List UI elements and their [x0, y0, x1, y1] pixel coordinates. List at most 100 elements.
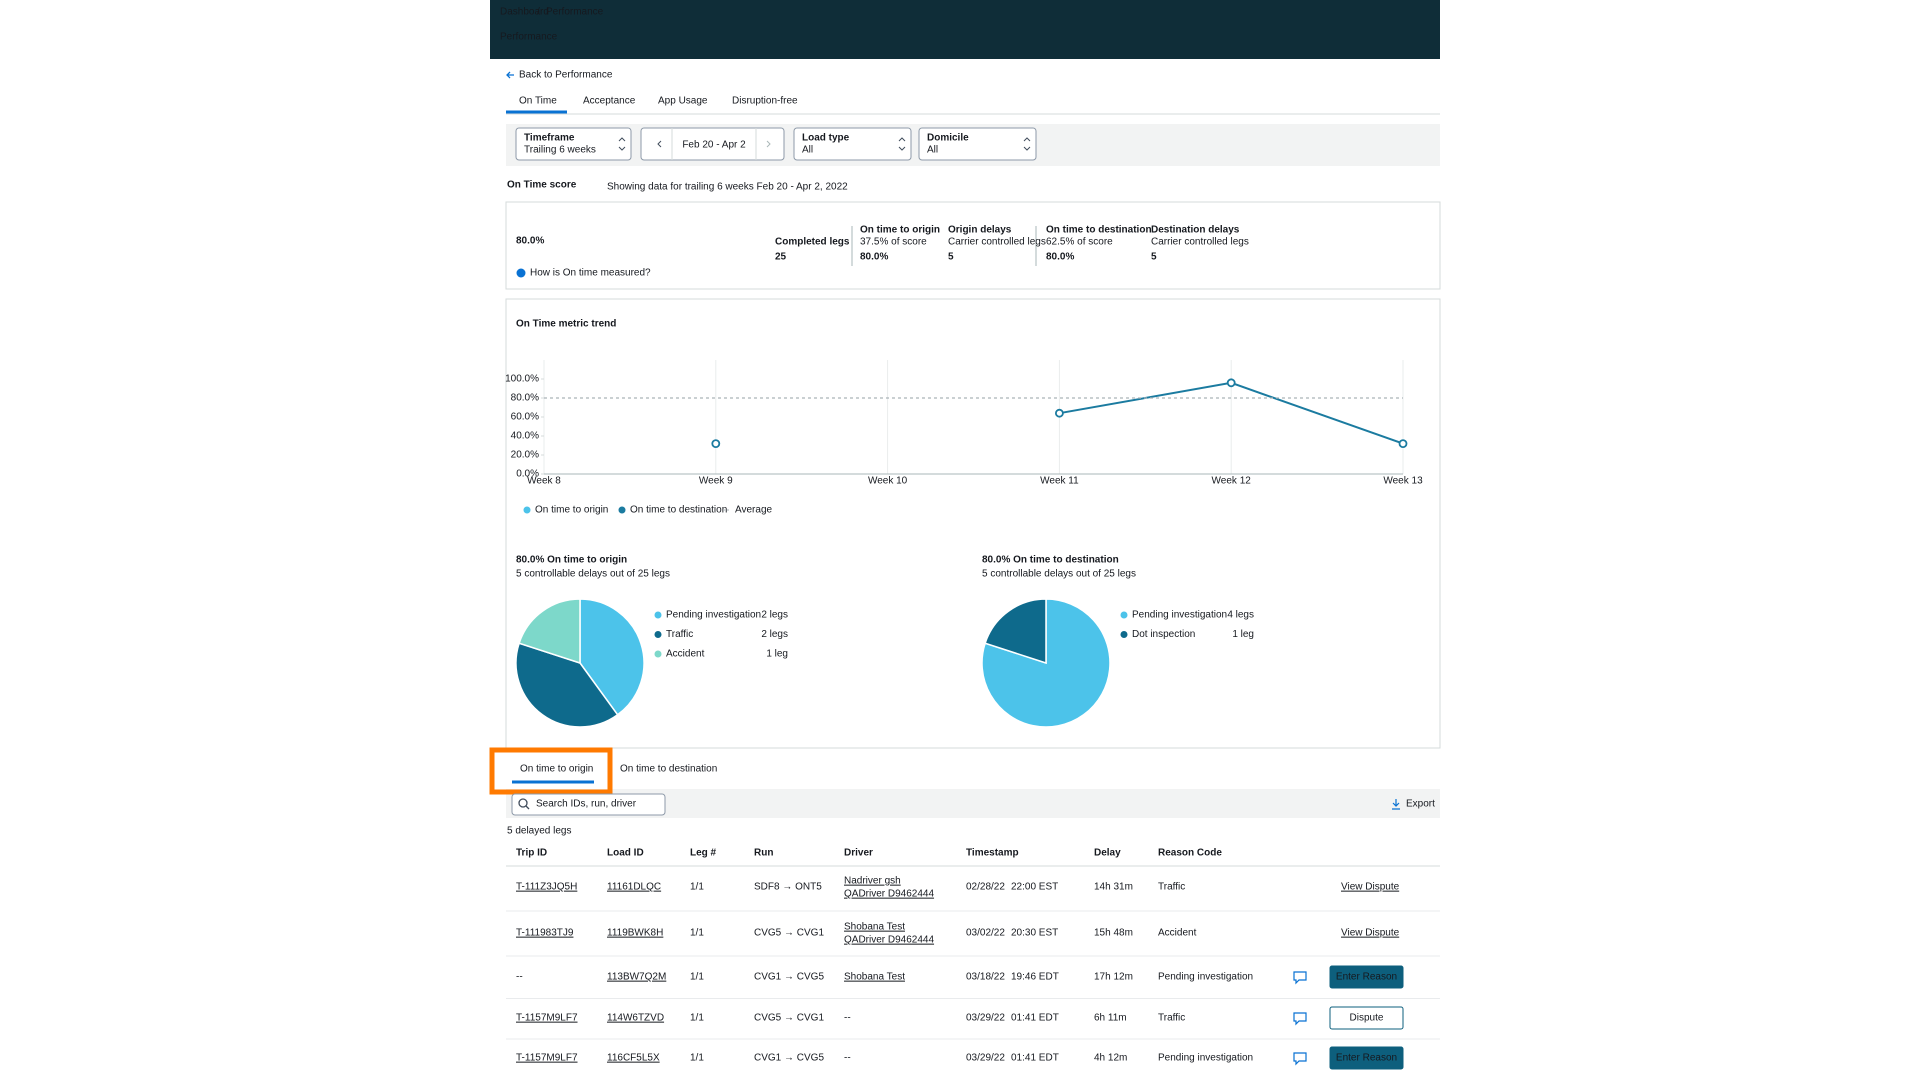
tab[interactable]: App Usage — [658, 96, 708, 107]
legend-label: On time to origin — [535, 505, 608, 516]
run: CVG5 → CVG1 — [754, 1013, 824, 1024]
metric-label: On time to destination — [1046, 225, 1152, 236]
legend-label: Accident — [666, 649, 705, 660]
driver[interactable]: QADriver D9462444 — [844, 889, 934, 900]
pie-slice — [981, 598, 1111, 728]
table-tab[interactable]: On time to origin — [520, 764, 593, 775]
column-header[interactable]: Timestamp — [966, 848, 1019, 859]
driver: -- — [844, 1013, 851, 1024]
x-tick-label: Week 13 — [1383, 476, 1423, 487]
score-value: 80.0% — [516, 236, 544, 247]
action-button[interactable] — [1329, 1006, 1404, 1030]
driver[interactable]: QADriver D9462444 — [844, 935, 934, 946]
time: 22:00 EST — [1011, 882, 1058, 893]
leg: 1/1 — [690, 1053, 704, 1064]
y-tick-label: 80.0% — [511, 393, 539, 404]
data-point — [711, 439, 721, 449]
trip-id[interactable]: T-1157M9LF7 — [516, 1013, 578, 1024]
y-tick-label: 60.0% — [511, 412, 539, 423]
filter-select[interactable] — [793, 127, 912, 161]
breadcrumb-item[interactable]: Performance — [546, 7, 604, 18]
pie-slice — [515, 642, 619, 728]
leg: 1/1 — [690, 1013, 704, 1024]
row-count: 5 delayed legs — [507, 826, 572, 837]
filter-select[interactable] — [515, 127, 632, 161]
metric-label: Destination delays — [1151, 225, 1240, 236]
value-label: 4 legs — [1227, 610, 1254, 621]
comment-icon[interactable] — [1293, 971, 1307, 985]
filter-label: Load type — [802, 133, 850, 144]
metric-value: 5 — [948, 252, 954, 263]
column-header[interactable]: Load ID — [607, 848, 644, 859]
tab[interactable]: Disruption-free — [732, 96, 798, 107]
reason: Traffic — [1158, 1013, 1185, 1024]
action-link[interactable]: View Dispute — [1341, 928, 1400, 939]
metric-note: 62.5% of score — [1046, 237, 1113, 248]
data-point — [1055, 408, 1064, 418]
metric-value: 80.0% — [1046, 252, 1074, 263]
y-tick-label: 20.0% — [511, 450, 539, 461]
x-tick-label: Week 12 — [1212, 476, 1252, 487]
chart-title: 80.0% On time to origin — [516, 555, 627, 566]
tab[interactable]: On Time — [519, 96, 557, 107]
driver[interactable]: Shobana Test — [844, 972, 905, 983]
x-tick-label: Week 10 — [868, 476, 908, 487]
chart-title: 80.0% On time to destination — [982, 555, 1119, 566]
action-button[interactable] — [1329, 965, 1404, 989]
table-tab[interactable]: On time to destination — [620, 764, 717, 775]
column-header[interactable]: Trip ID — [516, 848, 547, 859]
load-id[interactable]: 11161DLQC — [607, 882, 661, 893]
driver[interactable]: Nadriver gsh — [844, 876, 901, 887]
comment-icon[interactable] — [1293, 1052, 1307, 1066]
comment-icon[interactable] — [1293, 1012, 1307, 1026]
column-header[interactable]: Delay — [1094, 848, 1121, 859]
next-button[interactable] — [766, 140, 771, 148]
run: SDF8 → ONT5 — [754, 882, 822, 893]
back-link[interactable]: Back to Performance — [519, 70, 613, 81]
filter-label: Domicile — [927, 133, 969, 144]
date-range: Feb 20 - Apr 2 — [682, 140, 746, 151]
help-link[interactable]: How is On time measured? — [530, 268, 651, 279]
y-tick-label: 0.0% — [516, 469, 539, 480]
trip-id[interactable]: T-111983TJ9 — [516, 928, 574, 939]
legend-label: Pending investigation — [666, 610, 761, 621]
filter-select[interactable] — [918, 127, 1037, 161]
trip-id[interactable]: T-111Z3JQ5H — [516, 882, 577, 893]
trip-id[interactable]: T-1157M9LF7 — [516, 1053, 578, 1064]
column-header[interactable]: Reason Code — [1158, 848, 1222, 859]
page-title: Performance — [500, 32, 558, 43]
export-icon — [1392, 799, 1400, 810]
tab[interactable]: Acceptance — [583, 96, 636, 107]
search-input[interactable] — [511, 793, 666, 816]
legend-symbol — [654, 650, 662, 658]
select-icon — [898, 137, 906, 151]
select-icon — [618, 137, 626, 151]
action-button[interactable] — [1329, 1046, 1404, 1070]
load-id[interactable]: 116CF5L5X — [607, 1053, 660, 1064]
breadcrumb-item[interactable]: Dashboard — [500, 7, 549, 18]
date: 03/02/22 — [966, 928, 1005, 939]
prev-button[interactable] — [657, 140, 662, 148]
delay: 6h 11m — [1094, 1013, 1127, 1024]
legend-label: Average — [735, 505, 773, 516]
metric-note: 37.5% of score — [860, 237, 927, 248]
leg: 1/1 — [690, 928, 704, 939]
action-link[interactable]: View Dispute — [1341, 882, 1400, 893]
run: CVG1 → CVG5 — [754, 1053, 824, 1064]
metric-label: Completed legs — [775, 237, 850, 248]
y-tick-label: 100.0% — [505, 374, 539, 385]
driver[interactable]: Shobana Test — [844, 922, 905, 933]
column-header[interactable]: Run — [754, 848, 773, 859]
column-header[interactable]: Leg # — [690, 848, 717, 859]
select-icon — [1023, 137, 1031, 151]
filter-label: Timeframe — [524, 133, 575, 144]
load-id[interactable]: 1119BWK8H — [607, 928, 663, 939]
pie-slice — [518, 598, 581, 665]
load-id[interactable]: 114W6TZVD — [607, 1013, 664, 1024]
load-id[interactable]: 113BW7Q2M — [607, 972, 666, 983]
date-picker[interactable] — [640, 127, 785, 161]
export-link[interactable]: Export — [1406, 799, 1435, 810]
section-subtitle: Showing data for trailing 6 weeks Feb 20… — [607, 182, 848, 193]
column-header[interactable]: Driver — [844, 848, 873, 859]
